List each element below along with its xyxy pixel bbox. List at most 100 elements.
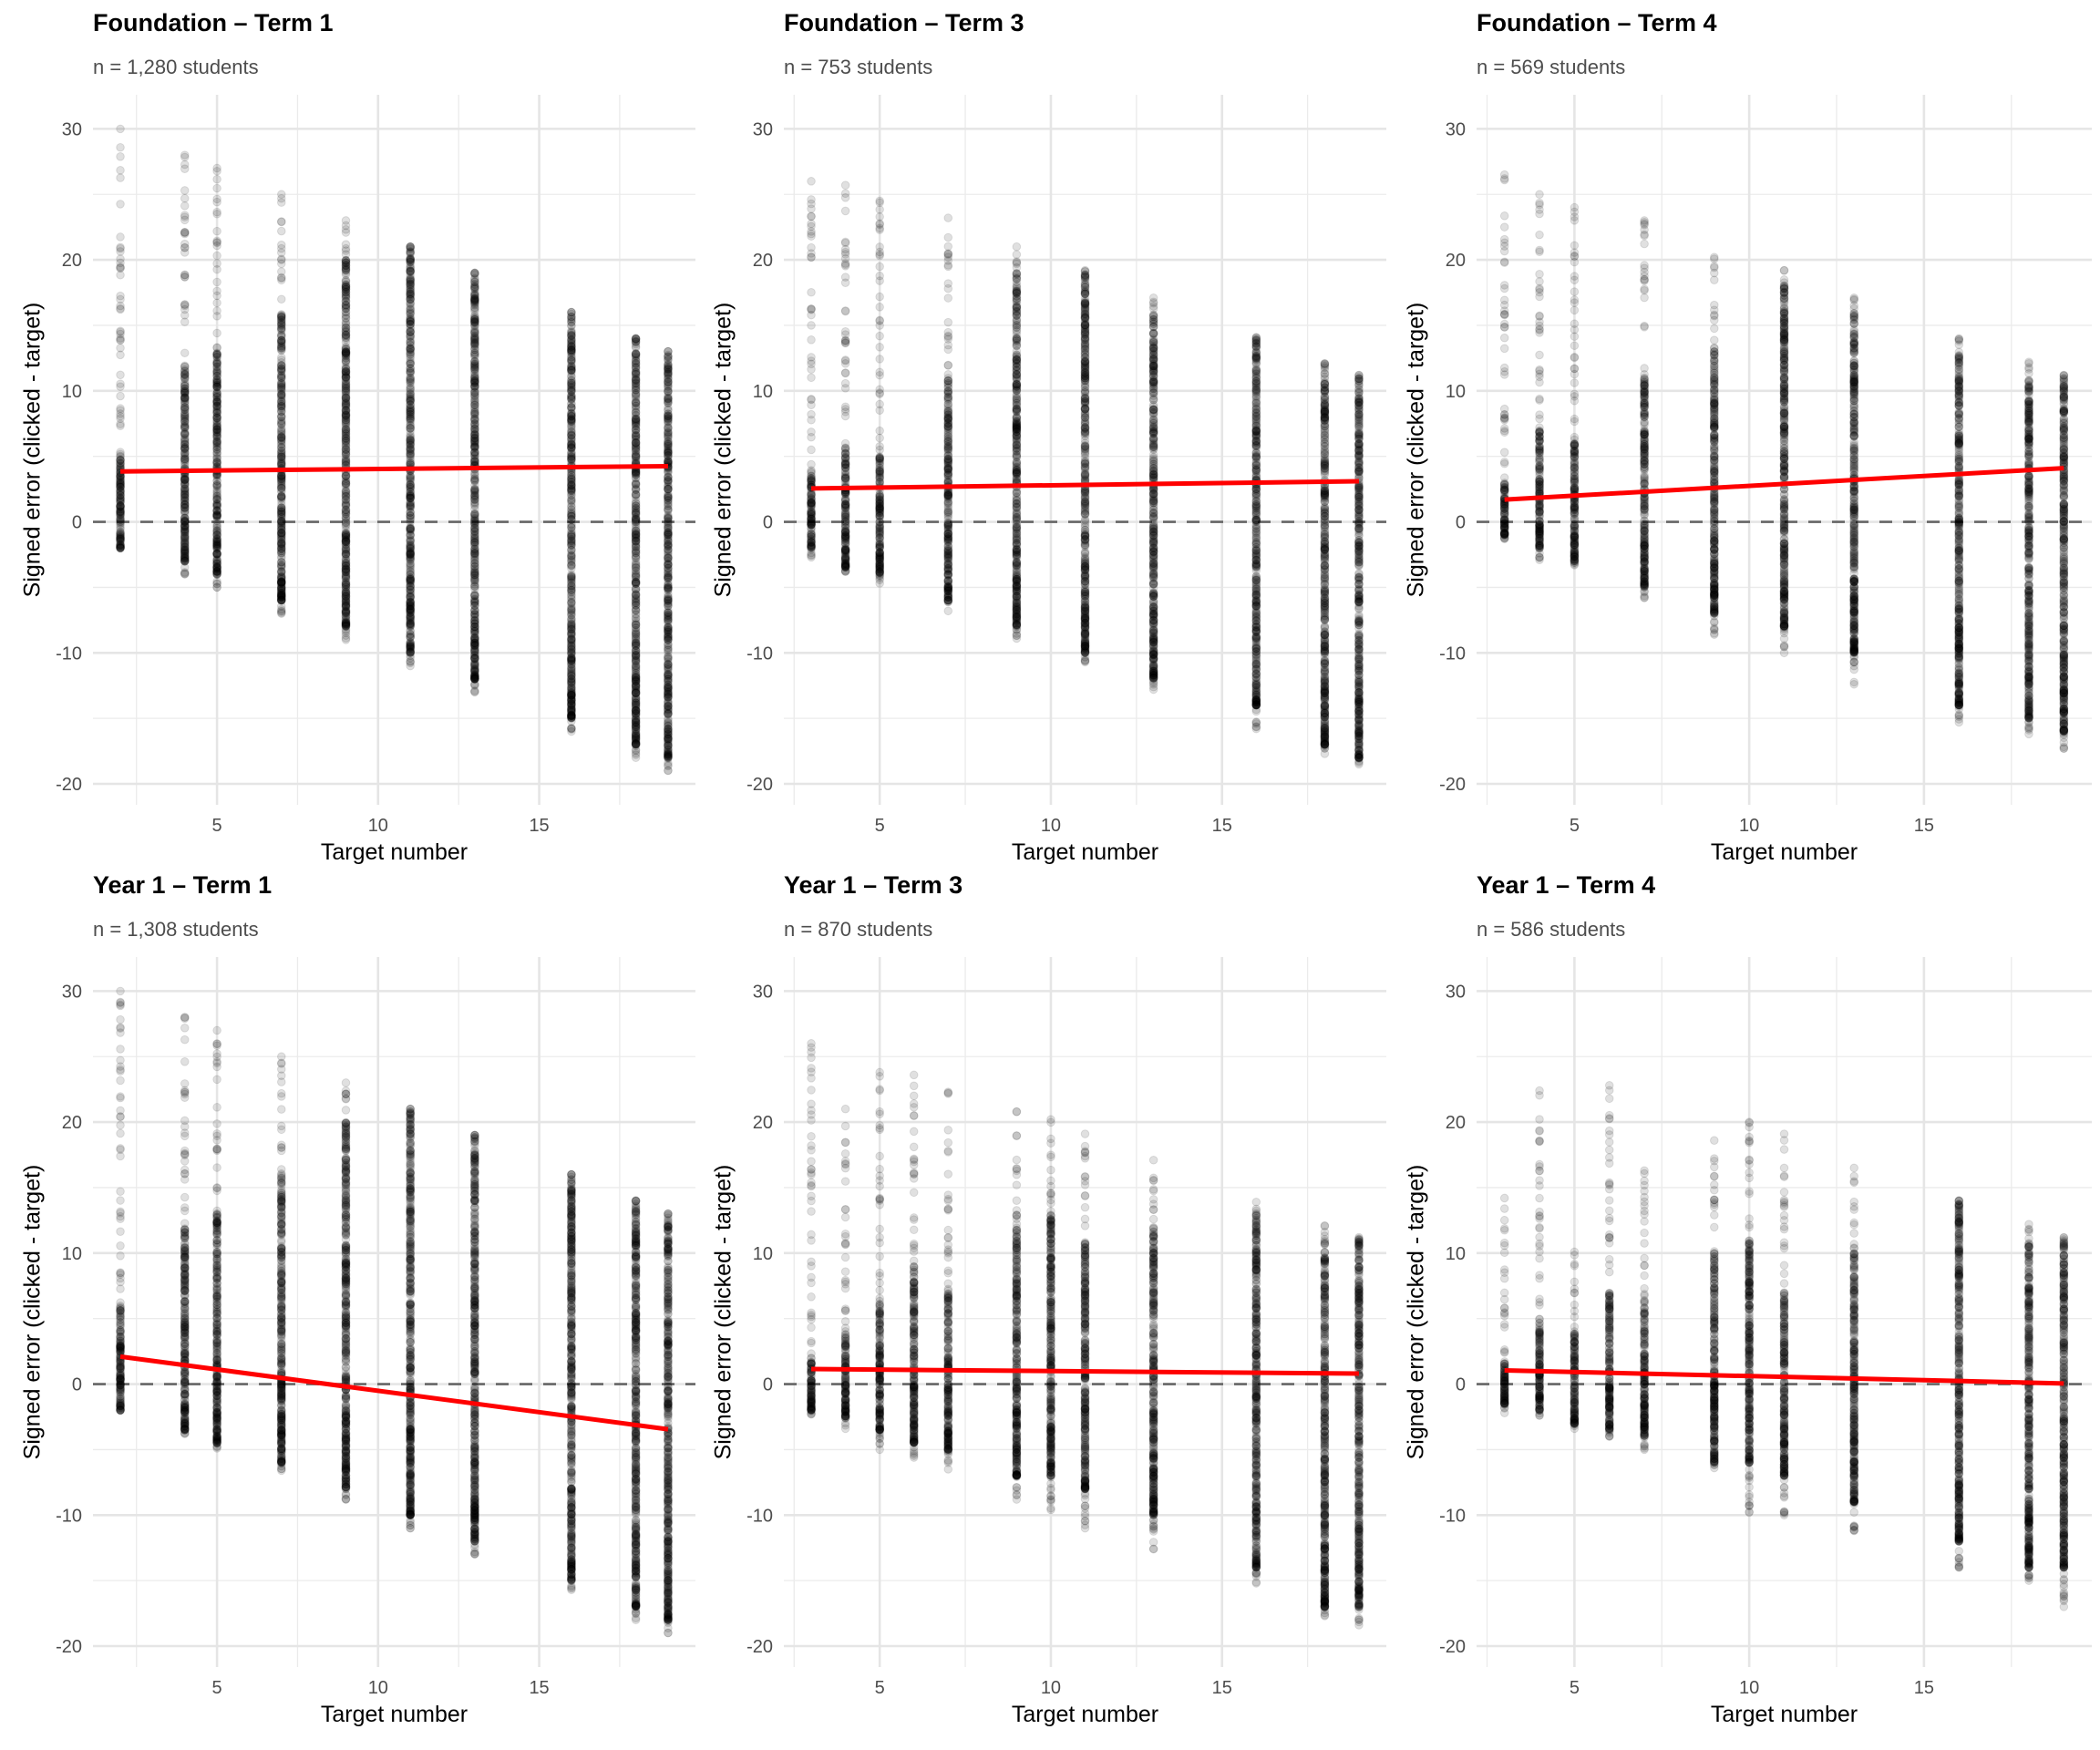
data-point	[116, 455, 125, 464]
data-point	[116, 243, 125, 253]
data-point	[116, 493, 125, 502]
data-point	[840, 206, 850, 216]
data-point	[631, 425, 641, 435]
data-point	[470, 616, 479, 625]
data-point	[116, 507, 125, 517]
data-point	[180, 539, 190, 548]
data-point	[116, 471, 125, 481]
data-point	[116, 270, 125, 280]
data-point	[406, 420, 415, 430]
data-point	[943, 232, 953, 242]
data-point	[116, 411, 125, 421]
data-point	[116, 370, 125, 380]
data-point	[116, 529, 125, 539]
data-point	[341, 387, 351, 396]
data-point	[807, 365, 816, 374]
data-point	[341, 416, 351, 425]
data-point	[180, 366, 190, 376]
data-point	[567, 393, 576, 403]
minor-gridlines	[93, 95, 695, 805]
data-point	[943, 293, 953, 303]
data-point-min	[116, 543, 125, 553]
data-point	[406, 409, 415, 419]
data-point	[406, 451, 415, 461]
data-point	[180, 381, 190, 390]
data-point	[470, 645, 479, 655]
data-point	[664, 406, 673, 415]
data-point	[631, 579, 641, 588]
y-axis-title: Signed error (clicked - target)	[20, 303, 46, 598]
data-point-max	[943, 213, 953, 222]
data-point	[840, 474, 850, 483]
data-point	[276, 443, 286, 453]
data-point	[943, 533, 953, 543]
data-point	[567, 530, 576, 539]
data-point	[840, 558, 850, 568]
data-point	[212, 506, 221, 516]
data-point	[276, 385, 286, 394]
data-point	[116, 291, 125, 301]
data-point	[567, 422, 576, 431]
point-column-target-16	[567, 307, 576, 736]
data-point	[470, 569, 479, 578]
data-point	[664, 360, 673, 370]
data-point	[116, 472, 125, 481]
data-point	[212, 434, 221, 444]
data-point	[631, 693, 641, 703]
data-point	[180, 479, 190, 488]
data-point-min	[406, 661, 415, 671]
data-point	[212, 551, 221, 561]
data-point	[840, 536, 850, 545]
data-point	[212, 458, 221, 468]
data-point	[116, 232, 125, 242]
data-point	[875, 219, 884, 229]
data-point	[116, 455, 125, 465]
data-point	[276, 553, 286, 563]
data-point	[341, 498, 351, 507]
data-point	[276, 342, 286, 351]
data-point	[567, 609, 576, 619]
data-point	[875, 453, 884, 462]
data-point	[116, 537, 125, 546]
data-point	[875, 399, 884, 409]
data-point	[875, 205, 884, 214]
trend-line	[120, 463, 668, 474]
data-point	[212, 357, 221, 367]
data-point	[276, 255, 286, 264]
data-point	[116, 517, 125, 527]
data-point	[875, 321, 884, 330]
data-point	[631, 396, 641, 407]
data-point	[116, 475, 125, 485]
data-point	[276, 226, 286, 236]
x-axis-title: Target number	[321, 839, 468, 865]
data-point	[567, 368, 576, 377]
data-point	[406, 356, 415, 366]
data-point	[212, 494, 221, 504]
data-point	[943, 545, 953, 554]
data-point	[631, 650, 641, 660]
data-point	[943, 361, 953, 370]
data-point	[212, 328, 221, 338]
point-column-target-11	[406, 242, 415, 671]
data-point	[116, 497, 125, 506]
data-point	[116, 501, 125, 510]
data-point	[212, 570, 221, 579]
data-point	[212, 194, 221, 204]
data-point	[840, 262, 850, 271]
data-point	[631, 717, 641, 726]
data-point	[116, 489, 125, 499]
data-point	[875, 242, 884, 252]
data-point	[406, 264, 415, 273]
data-point	[116, 504, 125, 514]
data-point	[664, 369, 673, 378]
data-point-min	[180, 570, 190, 579]
data-point	[341, 592, 351, 602]
data-point	[406, 637, 415, 647]
data-point	[180, 201, 190, 211]
data-point	[840, 335, 850, 345]
data-point-min	[664, 766, 673, 776]
panel-title-foundation-term-3: Foundation – Term 3	[784, 9, 1024, 37]
data-point	[470, 409, 479, 419]
data-point	[180, 506, 190, 516]
data-point	[341, 584, 351, 594]
